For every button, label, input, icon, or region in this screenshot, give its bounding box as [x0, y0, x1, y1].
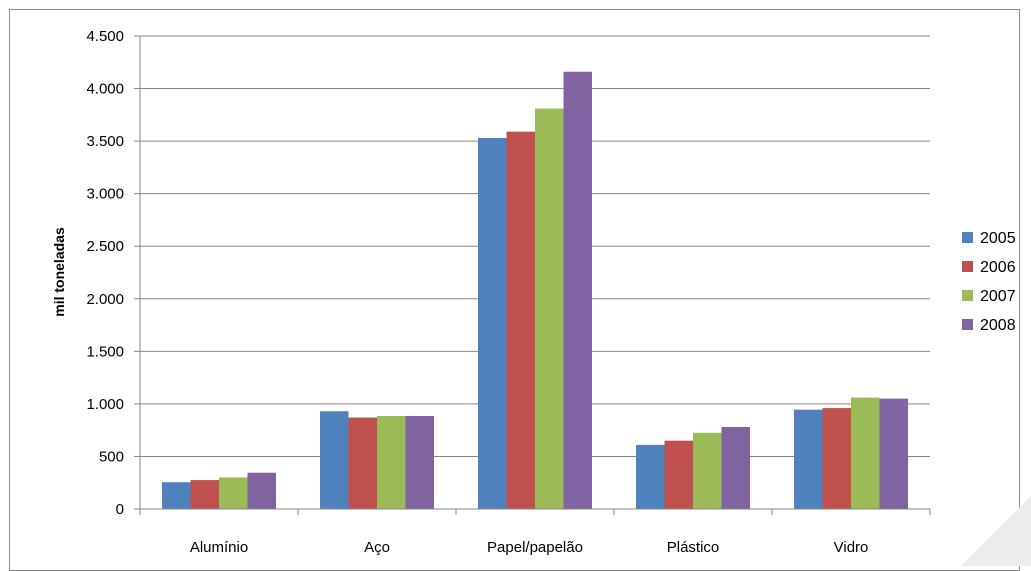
y-tick-label: 4.500 — [86, 28, 124, 45]
bar — [405, 415, 434, 509]
x-tick-labels: Alumínio Aço Papel/papelão Plástico Vidro — [190, 539, 869, 556]
bar — [377, 415, 406, 509]
bar — [693, 432, 722, 509]
bar — [190, 480, 219, 509]
legend-label: 2007 — [980, 288, 1016, 305]
bar — [535, 108, 564, 509]
y-axis-title: mil toneladas — [51, 227, 67, 317]
x-tick-label: Aço — [364, 539, 390, 556]
bar — [851, 397, 880, 509]
legend-swatch — [962, 319, 973, 330]
legend-label: 2006 — [980, 259, 1016, 276]
bar — [636, 444, 665, 509]
legend-label: 2008 — [980, 317, 1016, 334]
axes — [139, 36, 931, 515]
bar — [822, 408, 851, 509]
page-fold-decoration — [961, 496, 1031, 566]
bar — [664, 440, 693, 509]
y-tick-label: 2.000 — [86, 291, 124, 308]
y-tick-label: 0 — [116, 501, 124, 518]
x-tick-label: Vidro — [834, 539, 869, 556]
bar — [478, 137, 507, 510]
bar — [320, 411, 349, 509]
x-tick-label: Alumínio — [190, 539, 248, 556]
bars — [162, 71, 908, 510]
x-tick-label: Plástico — [667, 539, 720, 556]
bar — [506, 131, 535, 509]
bar — [879, 398, 908, 509]
bar — [721, 427, 750, 509]
bar — [162, 482, 191, 509]
y-tick-label: 1.000 — [86, 396, 124, 413]
y-tick-labels: 0 500 1.000 1.500 2.000 2.500 3.000 3.500 4.000 4… — [86, 28, 124, 518]
legend-swatch — [962, 261, 973, 272]
legend: 2005 2006 2007 2008 — [962, 230, 1016, 334]
bar — [247, 472, 276, 509]
legend-label: 2005 — [980, 230, 1016, 247]
legend-swatch — [962, 232, 973, 243]
y-tick-label: 3.500 — [86, 133, 124, 150]
x-tick-label: Papel/papelão — [487, 539, 583, 556]
y-tick-label: 500 — [99, 448, 124, 465]
y-tick-label: 3.000 — [86, 186, 124, 203]
bar — [563, 71, 592, 509]
bar — [219, 477, 248, 509]
y-tick-label: 1.500 — [86, 343, 124, 360]
bar — [794, 409, 823, 509]
y-tick-label: 4.000 — [86, 81, 124, 98]
legend-swatch — [962, 290, 973, 301]
y-tick-label: 2.500 — [86, 238, 124, 255]
bar — [348, 417, 377, 509]
